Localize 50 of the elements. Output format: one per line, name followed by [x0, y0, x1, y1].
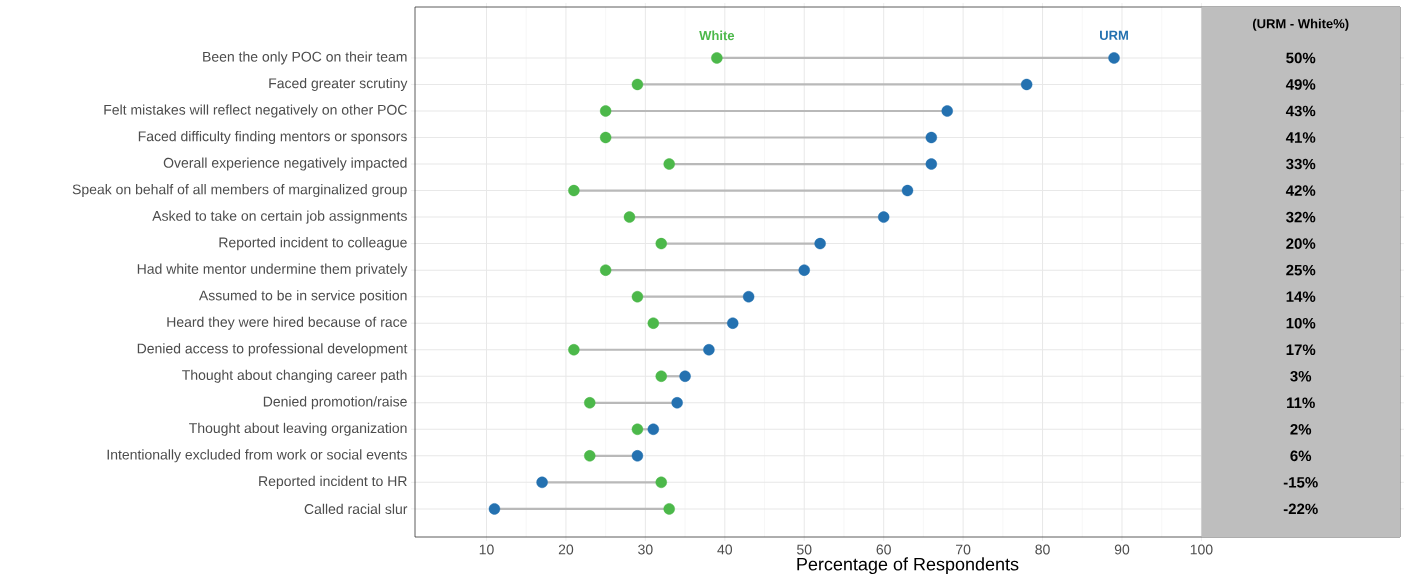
annotation: 6% [1290, 450, 1312, 462]
x-axis-title: Percentage of Respondents [797, 557, 1019, 575]
y-tick-label: Thought about changing career path [182, 369, 407, 383]
text: (URM - White%) [1252, 18, 1349, 31]
y-tick-label: Faced difficulty finding mentors or sponsors [138, 130, 407, 145]
x-tick-label: 60 [876, 544, 891, 555]
annotation: 14% [1286, 291, 1316, 302]
x-tick-label: 50 [797, 544, 812, 555]
y-tick-label: Reported incident to colleague [219, 237, 407, 251]
y-tick-label: Asked to take on certain job assignments [152, 210, 407, 224]
annotation: 10% [1286, 317, 1316, 329]
annotation: 11% [1287, 397, 1315, 409]
y-tick-label: Overall experience negatively impacted [163, 157, 407, 171]
series-label: URM [1100, 30, 1128, 40]
annotation: 43% [1285, 105, 1316, 117]
annotation: -22% [1283, 503, 1318, 515]
x-tick-label: 40 [717, 544, 733, 555]
x-tick-label: 70 [956, 544, 971, 555]
y-tick-label: Called racial slur [304, 503, 408, 515]
y-tick-label: Denied promotion/raise [263, 396, 407, 410]
y-tick-label: Reported incident to HR [259, 475, 407, 489]
annotation: -15% [1283, 477, 1318, 488]
annotation: 20% [1286, 238, 1316, 249]
annotation: 17% [1286, 344, 1316, 355]
x-tick-label: 90 [1114, 544, 1130, 555]
y-tick-label: Thought about leaving organization [189, 422, 407, 436]
x-tick-label: 100 [1190, 544, 1213, 555]
y-tick-label: Intentionally excluded from work or social events [107, 449, 407, 463]
y-tick-label: Speak on behalf of all members of marginalized group [72, 184, 407, 198]
annotation: 3% [1290, 370, 1312, 382]
y-tick-label: Denied access to professional development [137, 343, 408, 357]
annotation: 2% [1290, 424, 1312, 435]
annotation: 42% [1285, 185, 1316, 196]
series-label: White [699, 30, 735, 41]
annotation: 41% [1285, 132, 1316, 143]
y-tick-label: Been the only POC on their team [203, 51, 407, 65]
annotation: 49% [1285, 79, 1316, 90]
annotation: 50% [1286, 52, 1316, 64]
x-tick-label: 10 [479, 544, 494, 555]
annotation: 33% [1286, 158, 1316, 170]
y-tick-label: Had white mentor undermine them privately [137, 263, 408, 277]
annotation: 32% [1286, 211, 1316, 223]
y-tick-label: Heard they were hired because of race [167, 316, 407, 330]
x-tick-label: 30 [638, 544, 653, 555]
x-tick-label: 20 [558, 544, 574, 555]
y-tick-label: Assumed to be in service position [198, 290, 407, 304]
annotation: 25% [1286, 264, 1316, 276]
y-tick-label: Faced greater scrutiny [269, 77, 408, 91]
x-tick-label: 80 [1035, 544, 1050, 555]
y-tick-label: Felt mistakes will reflect negatively on other POC [104, 104, 407, 118]
